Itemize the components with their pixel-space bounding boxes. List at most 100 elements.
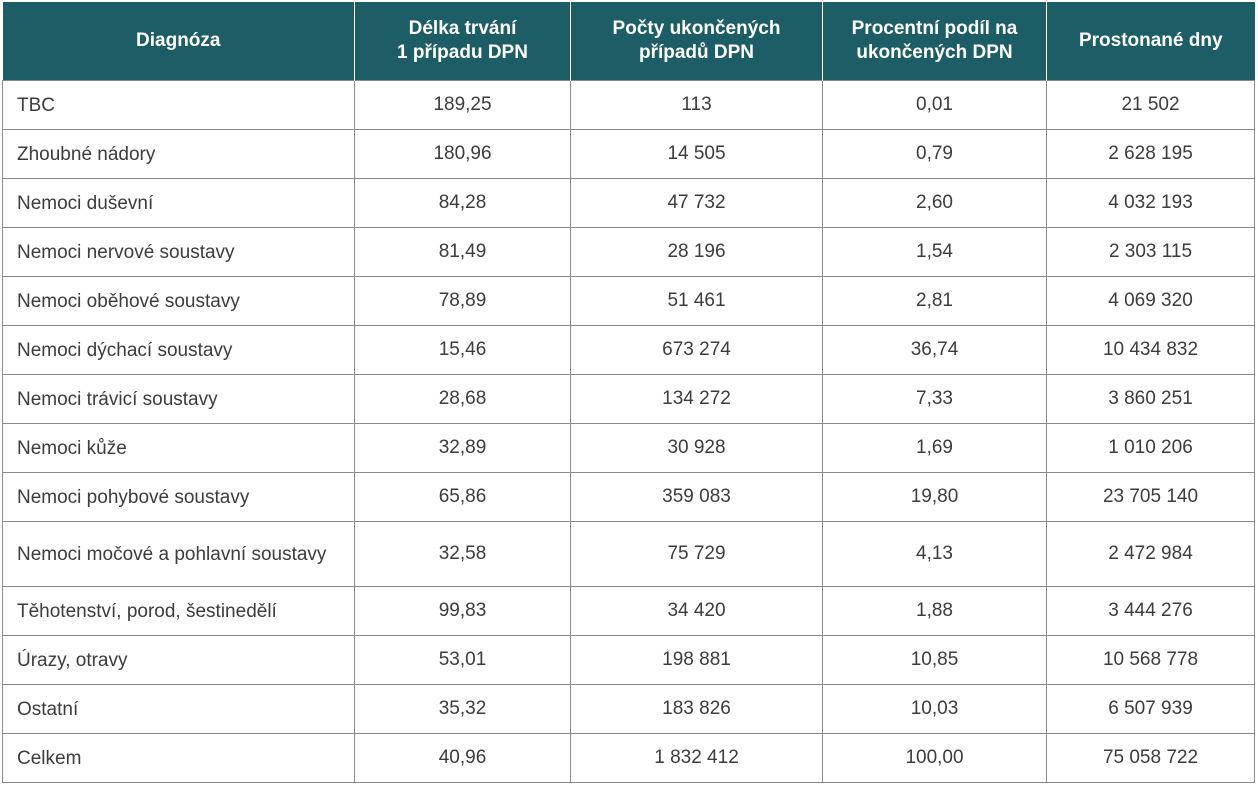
cell-diagnosis: TBC [2, 80, 355, 130]
cell-days: 3 860 251 [1046, 374, 1255, 424]
cell-duration: 65,86 [354, 472, 571, 522]
table-row: Zhoubné nádory 180,96 14 505 0,79 2 628 195 [2, 129, 1255, 179]
cell-days: 2 303 115 [1046, 227, 1255, 277]
table-row: Nemoci oběhové soustavy 78,89 51 461 2,81 4 … [2, 276, 1255, 326]
cell-diagnosis: Zhoubné nádory [2, 129, 355, 179]
header-days: Prostonané dny [1046, 2, 1255, 81]
cell-days: 10 568 778 [1046, 635, 1255, 685]
cell-count: 75 729 [570, 521, 823, 587]
cell-days: 2 472 984 [1046, 521, 1255, 587]
header-duration: Délka trvání 1 případu DPN [354, 2, 571, 81]
cell-duration: 78,89 [354, 276, 571, 326]
cell-count: 28 196 [570, 227, 823, 277]
cell-count: 134 272 [570, 374, 823, 424]
header-share: Procentní podíl na ukončených DPN [822, 2, 1047, 81]
cell-diagnosis: Nemoci duševní [2, 178, 355, 228]
cell-duration: 53,01 [354, 635, 571, 685]
cell-share: 7,33 [822, 374, 1047, 424]
cell-share: 36,74 [822, 325, 1047, 375]
cell-diagnosis: Celkem [2, 733, 355, 783]
cell-diagnosis: Nemoci trávicí soustavy [2, 374, 355, 424]
cell-duration: 35,32 [354, 684, 571, 734]
cell-diagnosis: Nemoci kůže [2, 423, 355, 473]
cell-count: 183 826 [570, 684, 823, 734]
cell-diagnosis: Úrazy, otravy [2, 635, 355, 685]
table-row: Ostatní 35,32 183 826 10,03 6 507 939 [2, 684, 1255, 734]
cell-count: 673 274 [570, 325, 823, 375]
cell-days: 3 444 276 [1046, 586, 1255, 636]
table-row: Úrazy, otravy 53,01 198 881 10,85 10 568 778 [2, 635, 1255, 685]
header-count-line-1: Počty ukončených [612, 18, 781, 39]
cell-diagnosis: Nemoci dýchací soustavy [2, 325, 355, 375]
cell-duration: 81,49 [354, 227, 571, 277]
header-diagnosis: Diagnóza [2, 2, 355, 81]
cell-diagnosis: Nemoci pohybové soustavy [2, 472, 355, 522]
cell-share: 1,69 [822, 423, 1047, 473]
cell-duration: 28,68 [354, 374, 571, 424]
table-row: Nemoci nervové soustavy 81,49 28 196 1,54 2 … [2, 227, 1255, 277]
cell-duration: 15,46 [354, 325, 571, 375]
cell-share: 10,85 [822, 635, 1047, 685]
table-row: Celkem 40,96 1 832 412 100,00 75 058 722 [2, 733, 1255, 783]
cell-diagnosis: Těhotenství, porod, šestinedělí [2, 586, 355, 636]
diagnosis-table-container: Diagnóza Délka trvání 1 případu DPN Počty… [2, 2, 1255, 783]
cell-share: 4,13 [822, 521, 1047, 587]
cell-count: 47 732 [570, 178, 823, 228]
cell-days: 21 502 [1046, 80, 1255, 130]
table-row: Nemoci kůže 32,89 30 928 1,69 1 010 206 [2, 423, 1255, 473]
cell-duration: 99,83 [354, 586, 571, 636]
cell-duration: 40,96 [354, 733, 571, 783]
header-row: Diagnóza Délka trvání 1 případu DPN Počty… [2, 2, 1255, 81]
header-share-line-1: Procentní podíl na [851, 18, 1018, 39]
cell-duration: 32,58 [354, 521, 571, 587]
cell-share: 1,54 [822, 227, 1047, 277]
cell-days: 4 032 193 [1046, 178, 1255, 228]
cell-share: 19,80 [822, 472, 1047, 522]
cell-diagnosis: Nemoci oběhové soustavy [2, 276, 355, 326]
table-row: Nemoci močové a pohlavní soustavy 32,58 75… [2, 521, 1255, 587]
cell-count: 198 881 [570, 635, 823, 685]
table-body: TBC 189,25 113 0,01 21 502 Zhoubné nádory 180,… [2, 80, 1255, 783]
table-row: Nemoci dýchací soustavy 15,46 673 274 36,74… [2, 325, 1255, 375]
cell-share: 0,01 [822, 80, 1047, 130]
cell-days: 1 010 206 [1046, 423, 1255, 473]
header-count-line-2: případů DPN [638, 42, 755, 63]
table-row: Nemoci trávicí soustavy 28,68 134 272 7,33 3… [2, 374, 1255, 424]
cell-days: 10 434 832 [1046, 325, 1255, 375]
cell-share: 100,00 [822, 733, 1047, 783]
header-duration-line-1: Délka trvání [408, 18, 517, 39]
table-header: Diagnóza Délka trvání 1 případu DPN Počty… [2, 2, 1255, 81]
header-duration-line-2: 1 případu DPN [397, 42, 528, 63]
cell-share: 0,79 [822, 129, 1047, 179]
table-row: Nemoci duševní 84,28 47 732 2,60 4 032 193 [2, 178, 1255, 228]
cell-share: 2,81 [822, 276, 1047, 326]
cell-share: 2,60 [822, 178, 1047, 228]
cell-diagnosis: Nemoci močové a pohlavní soustavy [2, 521, 355, 587]
cell-count: 113 [570, 80, 823, 130]
header-count: Počty ukončených případů DPN [570, 2, 823, 81]
cell-count: 51 461 [570, 276, 823, 326]
cell-diagnosis: Nemoci nervové soustavy [2, 227, 355, 277]
cell-count: 34 420 [570, 586, 823, 636]
diagnosis-table: Diagnóza Délka trvání 1 případu DPN Počty… [2, 2, 1255, 783]
cell-count: 359 083 [570, 472, 823, 522]
cell-duration: 180,96 [354, 129, 571, 179]
cell-days: 23 705 140 [1046, 472, 1255, 522]
cell-count: 14 505 [570, 129, 823, 179]
cell-duration: 32,89 [354, 423, 571, 473]
cell-duration: 84,28 [354, 178, 571, 228]
cell-days: 6 507 939 [1046, 684, 1255, 734]
cell-count: 1 832 412 [570, 733, 823, 783]
cell-share: 1,88 [822, 586, 1047, 636]
cell-diagnosis: Ostatní [2, 684, 355, 734]
table-row: Nemoci pohybové soustavy 65,86 359 083 19,8… [2, 472, 1255, 522]
table-row: Těhotenství, porod, šestinedělí 99,83 34 4… [2, 586, 1255, 636]
cell-days: 75 058 722 [1046, 733, 1255, 783]
cell-days: 4 069 320 [1046, 276, 1255, 326]
header-share-line-2: ukončených DPN [856, 42, 1013, 63]
cell-share: 10,03 [822, 684, 1047, 734]
cell-count: 30 928 [570, 423, 823, 473]
cell-days: 2 628 195 [1046, 129, 1255, 179]
cell-duration: 189,25 [354, 80, 571, 130]
table-row: TBC 189,25 113 0,01 21 502 [2, 80, 1255, 130]
